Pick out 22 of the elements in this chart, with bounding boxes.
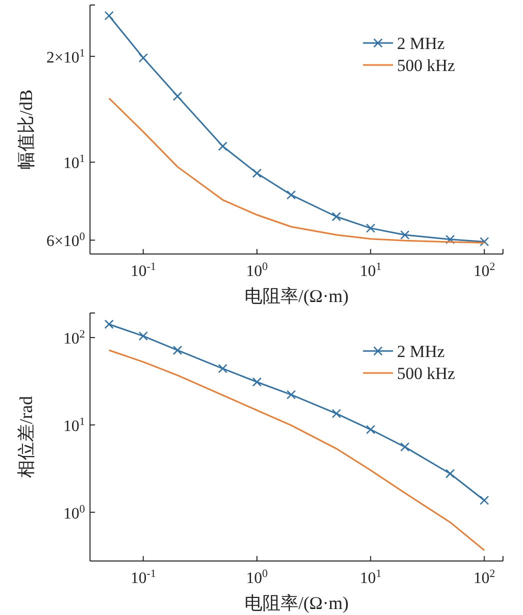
legend-label: 2 MHz xyxy=(397,34,446,53)
x-axis-title: 电阻率/(Ω·m) xyxy=(244,593,349,613)
x-tick-label: 10$^{-1}$ xyxy=(130,568,156,587)
legend-label: 500 kHz xyxy=(397,56,456,75)
legend-label: 2 MHz xyxy=(397,342,446,361)
y-axis-title: 相位差/rad xyxy=(16,396,36,478)
y-tick-label: 2×10$^{1}$ xyxy=(46,47,85,66)
x-tick-label: 10$^{0}$ xyxy=(246,568,268,587)
x-tick-label: 10$^{-1}$ xyxy=(130,261,156,280)
y-tick-label: 6×10$^{0}$ xyxy=(46,231,86,250)
legend-label: 500 kHz xyxy=(397,364,456,383)
x-axis-title: 电阻率/(Ω·m) xyxy=(244,286,349,306)
y-tick-label: 10$^{1}$ xyxy=(63,416,85,435)
y-tick-label: 10$^{0}$ xyxy=(63,503,86,522)
x-tick-label: 10$^{2}$ xyxy=(474,261,496,280)
y-tick-label: 10$^{2}$ xyxy=(63,328,85,348)
x-tick-label: 10$^{0}$ xyxy=(246,261,268,280)
y-axis-title: 幅值比/dB xyxy=(16,89,36,170)
x-tick-label: 10$^{2}$ xyxy=(474,568,496,587)
x-tick-label: 10$^{1}$ xyxy=(360,261,382,280)
x-tick-label: 10$^{1}$ xyxy=(360,568,382,587)
y-tick-label: 10$^{1}$ xyxy=(63,153,85,172)
